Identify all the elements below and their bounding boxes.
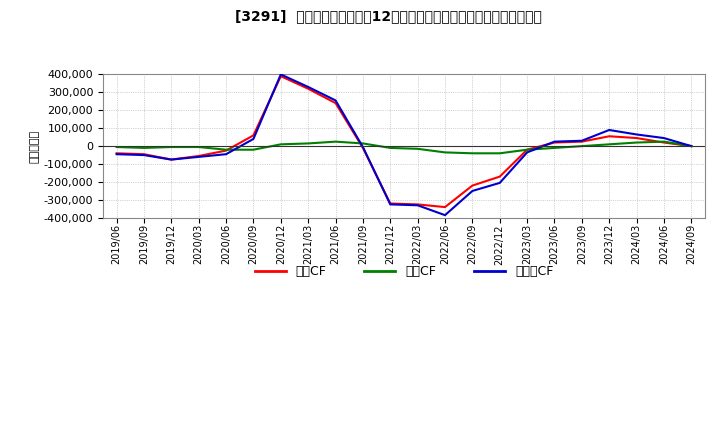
Text: [3291]  キャッシュフローの12か月移動合計の対前年同期増減額の推移: [3291] キャッシュフローの12か月移動合計の対前年同期増減額の推移 <box>235 9 542 23</box>
Legend: 営業CF, 投資CF, フリーCF: 営業CF, 投資CF, フリーCF <box>250 260 559 283</box>
Y-axis label: （百万円）: （百万円） <box>30 129 40 163</box>
